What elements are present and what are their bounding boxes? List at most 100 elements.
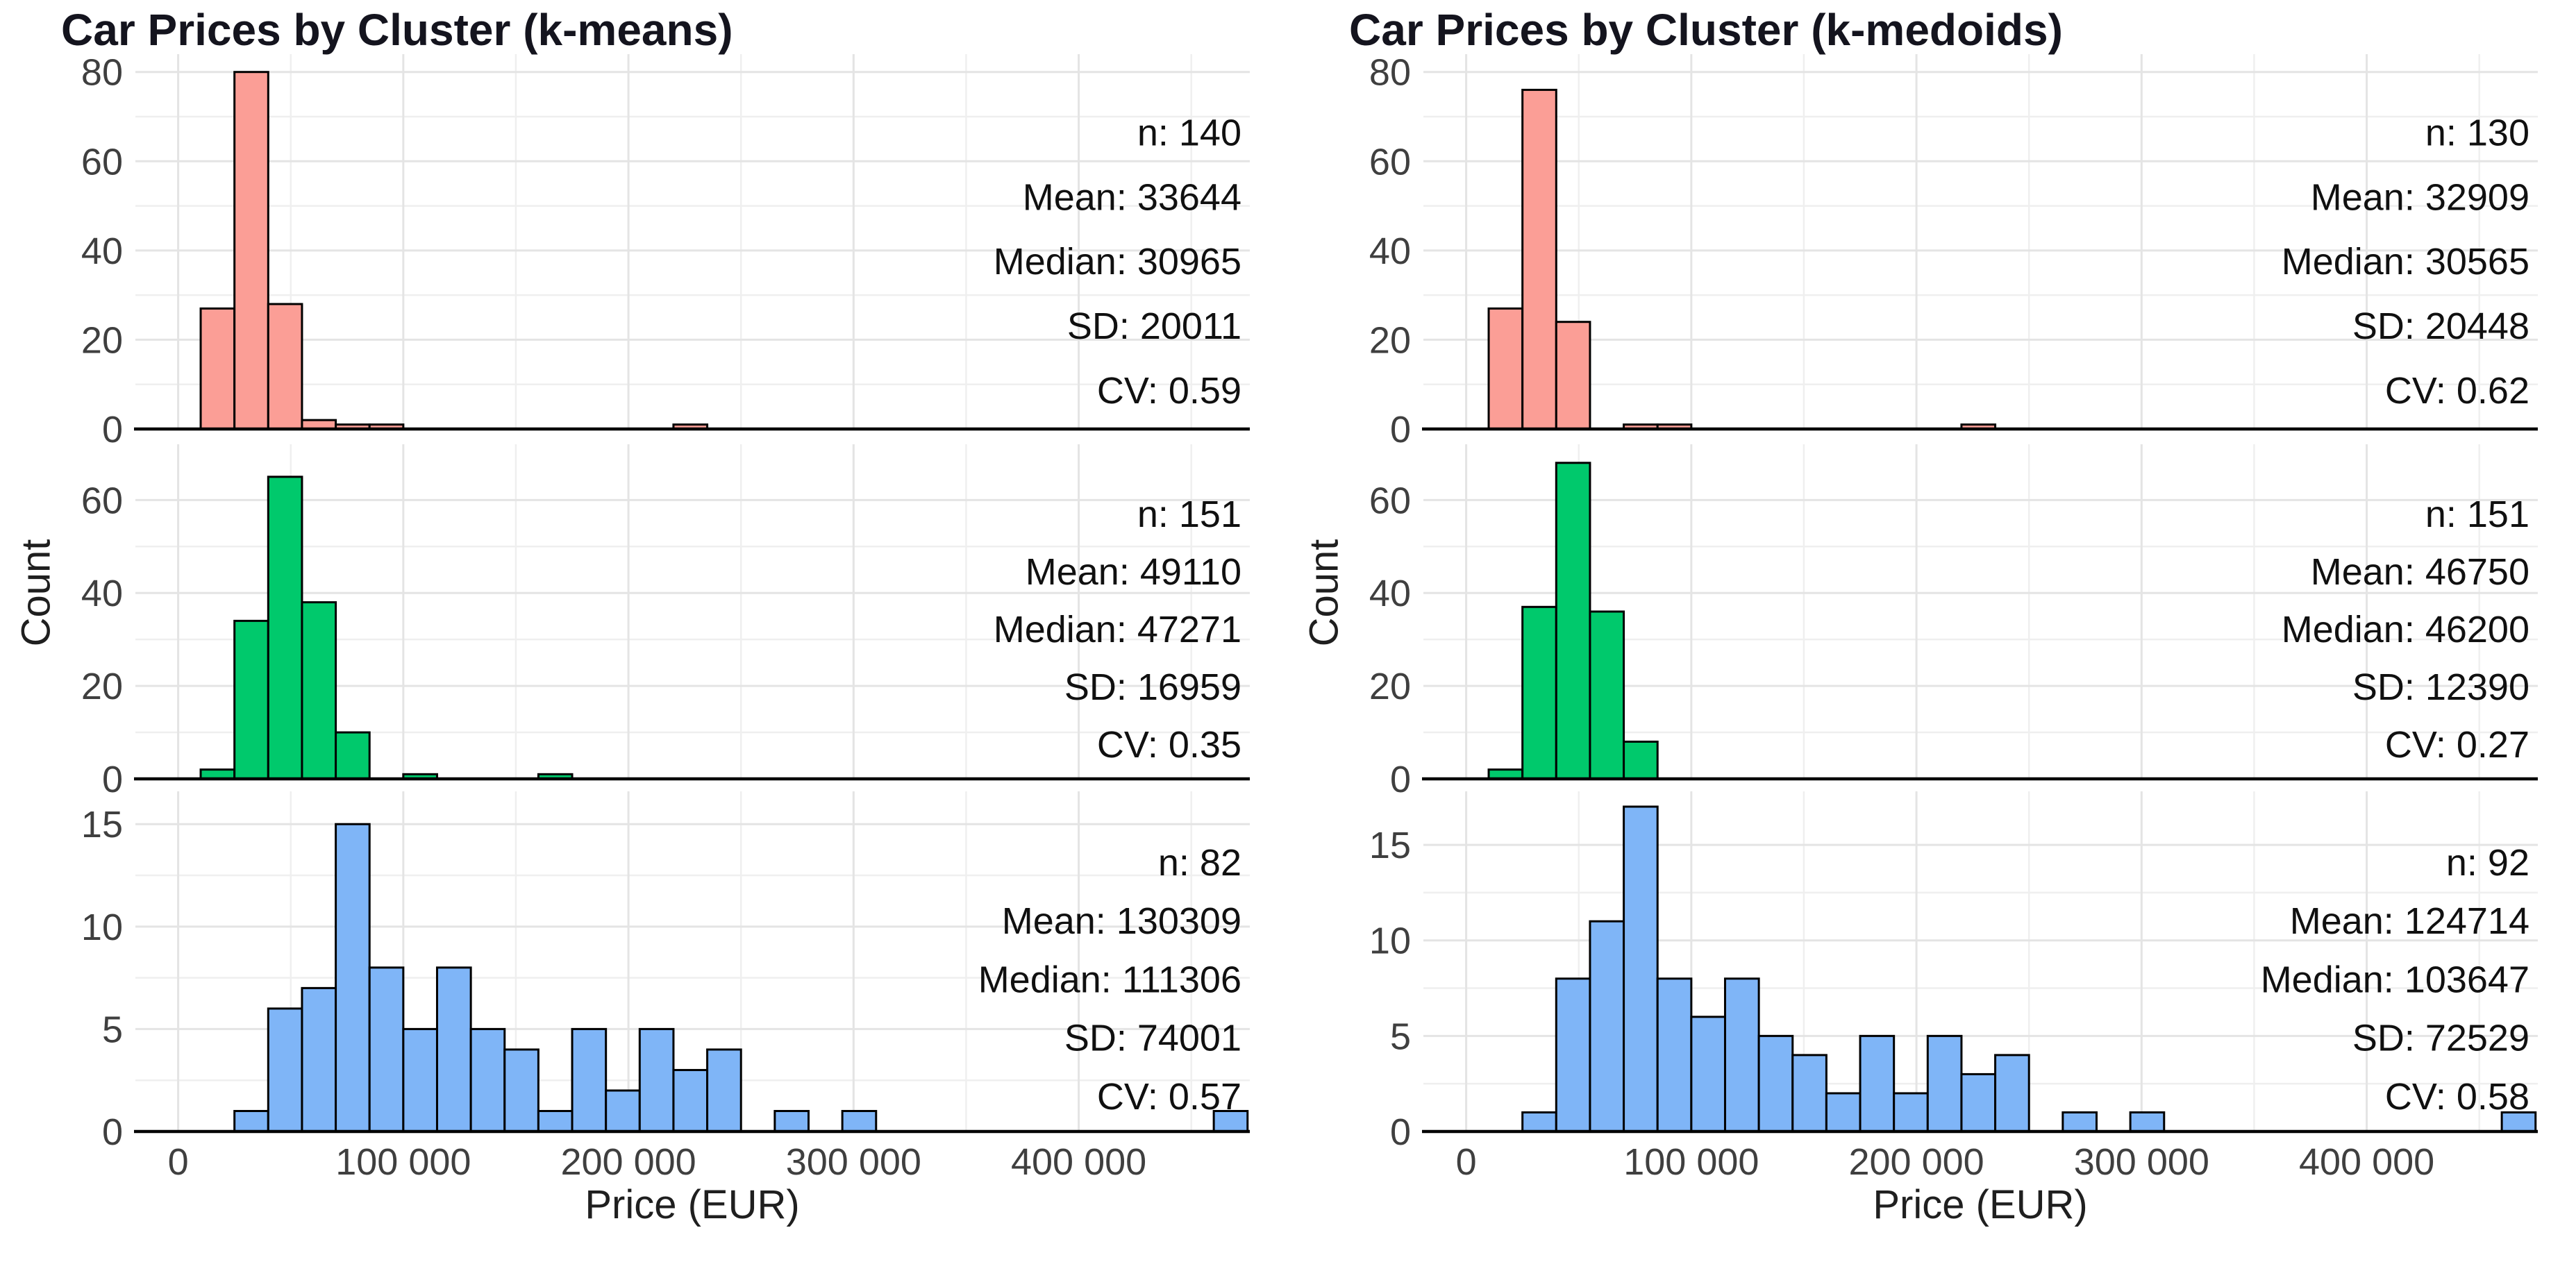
chart-title-kmedoids: Car Prices by Cluster (k-medoids) xyxy=(1349,5,2063,55)
stat-annotation: Mean: 32909 xyxy=(2311,176,2529,218)
y-tick-label: 0 xyxy=(1390,759,1411,800)
y-tick-label: 0 xyxy=(1390,1111,1411,1153)
histogram-bar xyxy=(1555,977,1591,1133)
histogram-bar xyxy=(435,966,472,1133)
x-axis-title-kmedoids: Price (EUR) xyxy=(1873,1182,2088,1227)
histogram-bar xyxy=(1825,1092,1862,1133)
stat-annotation: Median: 111306 xyxy=(978,959,1241,1000)
y-tick-label: 10 xyxy=(81,907,123,948)
histogram-bar xyxy=(605,1089,641,1133)
stat-annotation: CV: 0.35 xyxy=(1097,724,1241,766)
histogram-bar xyxy=(233,1109,269,1133)
y-tick-label: 10 xyxy=(1369,920,1411,962)
y-tick-label: 20 xyxy=(81,319,123,361)
y-tick-label: 20 xyxy=(81,666,123,707)
y-tick-label: 0 xyxy=(102,759,123,800)
x-tick-label: 400 000 xyxy=(2299,1141,2434,1183)
histogram-bar xyxy=(571,1027,608,1133)
facet-panel-cluster-3: 0 5 10 15 n: 82 Mean: 130309 Median: 111306 SD:… xyxy=(81,791,1250,1153)
histogram-bar xyxy=(233,619,269,780)
histogram-bar xyxy=(267,1007,303,1133)
facet-panel-cluster-1: 0 20 40 60 80 n: 130 Mean: 32909 Median: 30565 S… xyxy=(1369,52,2538,451)
stat-annotation: SD: 72529 xyxy=(2352,1018,2529,1059)
stat-annotation: SD: 20011 xyxy=(1067,305,1241,347)
stat-annotation: Median: 46200 xyxy=(2282,609,2529,650)
histogram-bar xyxy=(1690,1016,1726,1133)
histogram-bar xyxy=(1555,462,1591,780)
x-tick-label: 100 000 xyxy=(1623,1141,1759,1183)
histogram-bar xyxy=(301,601,337,780)
y-tick-label: 20 xyxy=(1369,319,1411,361)
stat-annotation: CV: 0.57 xyxy=(1097,1076,1241,1118)
facet-panel-cluster-2: 0 20 40 60 n: 151 Mean: 49110 Median: 47271 SD:… xyxy=(81,444,1250,800)
y-tick-label: 60 xyxy=(81,480,123,521)
histogram-bar xyxy=(1893,1092,1929,1133)
histogram-bar xyxy=(1555,321,1591,430)
histogram-bar xyxy=(1487,307,1524,430)
histogram-bar xyxy=(267,476,303,780)
stat-annotation: Mean: 49110 xyxy=(1026,551,1241,593)
stat-annotation: n: 82 xyxy=(1158,842,1241,884)
histogram-bar xyxy=(469,1027,506,1133)
histogram-bar xyxy=(267,303,303,430)
stat-annotation: SD: 12390 xyxy=(2352,666,2529,708)
stat-annotation: CV: 0.58 xyxy=(2385,1076,2529,1118)
histogram-bar xyxy=(706,1048,742,1133)
histogram-bar xyxy=(1791,1054,1828,1133)
histogram-bar xyxy=(841,1109,878,1133)
stat-annotation: Median: 30965 xyxy=(994,241,1241,283)
y-tick-label: 80 xyxy=(1369,52,1411,94)
stat-annotation: SD: 20448 xyxy=(2352,305,2529,347)
y-tick-label: 60 xyxy=(1369,480,1411,521)
x-tick-label: 400 000 xyxy=(1011,1141,1146,1183)
stat-annotation: n: 140 xyxy=(1137,112,1241,153)
stat-annotation: SD: 74001 xyxy=(1064,1018,1241,1059)
y-tick-label: 40 xyxy=(1369,573,1411,614)
stat-annotation: n: 151 xyxy=(2425,494,2529,535)
y-tick-label: 60 xyxy=(81,141,123,183)
stat-annotation: n: 92 xyxy=(2446,842,2529,884)
histogram-bar xyxy=(672,1068,709,1133)
chart-kmeans: Car Prices by Cluster (k-means) Count Pr… xyxy=(14,5,1250,1227)
stat-annotation: Median: 103647 xyxy=(2261,959,2529,1000)
y-tick-label: 20 xyxy=(1369,666,1411,707)
y-tick-label: 80 xyxy=(81,52,123,94)
x-tick-label: 100 000 xyxy=(335,1141,471,1183)
y-tick-label: 40 xyxy=(1369,230,1411,272)
y-tick-label: 15 xyxy=(1369,825,1411,866)
histogram-bar xyxy=(301,986,337,1133)
histogram-bar xyxy=(2061,1111,2098,1133)
y-tick-label: 0 xyxy=(102,409,123,451)
x-tick-label: 200 000 xyxy=(560,1141,696,1183)
y-tick-label: 40 xyxy=(81,573,123,614)
histogram-bar xyxy=(1926,1034,1963,1133)
histogram-bar xyxy=(1859,1034,1896,1133)
stat-annotation: CV: 0.62 xyxy=(2385,370,2529,412)
x-tick-label: 0 xyxy=(168,1141,189,1183)
x-axis-title-kmeans: Price (EUR) xyxy=(585,1182,800,1227)
plot-area-kmedoids: 0 20 40 60 80 n: 130 Mean: 32909 Median: 30565 S… xyxy=(1369,52,2538,1183)
chart-kmedoids: Car Prices by Cluster (k-medoids) Count … xyxy=(1288,0,2576,1262)
histogram-bar xyxy=(1723,977,1760,1133)
stat-annotation: SD: 16959 xyxy=(1064,666,1241,708)
stat-annotation: Mean: 46750 xyxy=(2311,551,2529,593)
y-tick-label: 0 xyxy=(1390,409,1411,451)
histogram-bar xyxy=(368,966,405,1133)
stat-annotation: n: 130 xyxy=(2425,112,2529,153)
y-tick-label: 60 xyxy=(1369,141,1411,183)
stat-annotation: Median: 47271 xyxy=(994,609,1241,650)
stat-annotation: CV: 0.27 xyxy=(2385,724,2529,766)
histogram-bar xyxy=(1521,88,1557,430)
histogram-bar xyxy=(1623,805,1659,1133)
y-tick-label: 0 xyxy=(102,1111,123,1153)
histogram-bar xyxy=(1994,1054,2030,1133)
histogram-bar xyxy=(402,1027,438,1133)
stat-annotation: n: 151 xyxy=(1137,494,1241,535)
histogram-bar xyxy=(503,1048,540,1133)
x-tick-label: 300 000 xyxy=(786,1141,921,1183)
histogram-bar xyxy=(1623,740,1659,780)
histogram-bar xyxy=(537,1109,574,1133)
stat-annotation: Mean: 33644 xyxy=(1023,176,1241,218)
x-tick-label: 300 000 xyxy=(2074,1141,2209,1183)
histogram-bar xyxy=(1521,1111,1557,1133)
